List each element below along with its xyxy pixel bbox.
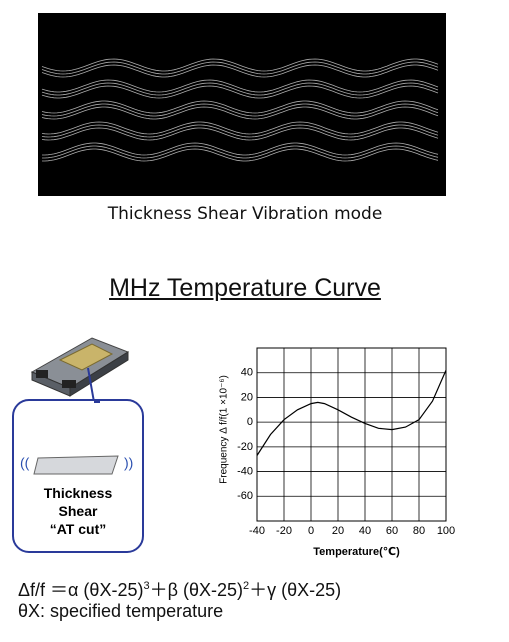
wave-strand [41, 79, 439, 93]
x-tick-label: 40 [359, 525, 371, 537]
cut-line: “AT cut” [49, 521, 107, 537]
wave-strand [41, 100, 439, 114]
cut-line: Thickness [43, 485, 113, 501]
y-tick-label: -40 [237, 465, 253, 477]
wave-strand [42, 142, 439, 156]
data-line [256, 369, 447, 456]
wave-strand [41, 82, 439, 96]
x-tick-label: -20 [276, 525, 292, 537]
vibration-image [38, 13, 446, 196]
note: θX: specified temperature [18, 601, 224, 621]
y-axis-label: Frequency Δ f/f(1 ×10⁻⁶) [219, 375, 230, 484]
wave-strand [41, 103, 439, 117]
formula-part: ＋γ (θX-25) [249, 580, 342, 600]
x-tick-label: 0 [308, 525, 314, 537]
x-tick-label: 60 [386, 525, 398, 537]
y-tick-label: -20 [237, 441, 253, 453]
formula: Δf/f ＝α (θX-25)3＋β (θX-25)2＋γ (θX-25) [18, 576, 341, 602]
y-tick-label: 20 [241, 391, 253, 403]
caption: Thickness Shear Vibration mode [107, 204, 383, 224]
cut-label: Thickness Shear “AT cut” [13, 484, 143, 538]
x-axis-label: Temperature(℃) [313, 546, 400, 558]
section-title: MHz Temperature Curve [109, 274, 381, 302]
wave-strand [41, 61, 439, 75]
wave-strand [41, 64, 439, 78]
cut-line: Shear [58, 503, 98, 519]
y-tick-label: 0 [247, 416, 253, 428]
wave-strand [41, 106, 439, 120]
wave-strand [41, 127, 439, 141]
formula-part: ＋β (θX-25) [149, 580, 243, 600]
y-tick-label: -60 [237, 490, 253, 502]
wave-strand [42, 145, 439, 159]
exponent: 2 [242, 580, 250, 592]
wave-strand [42, 148, 439, 162]
plot-frame [256, 347, 447, 522]
svg-text:((: (( [20, 455, 30, 471]
x-tick-label: 20 [332, 525, 344, 537]
wave-strand [41, 121, 439, 135]
wave-strand [41, 85, 439, 99]
y-tick-label: 40 [241, 367, 253, 379]
svg-text:)): )) [124, 455, 133, 471]
chart: -60 -40 -20 0 20 40 -40 -20 0 20 40 60 80 100 Temperat… [219, 347, 455, 558]
x-tick-label: -40 [249, 525, 265, 537]
x-tick-label: 100 [437, 525, 455, 537]
formula-part: Δf/f ＝α (θX-25) [18, 580, 144, 600]
wave-strand [41, 124, 439, 138]
exponent: 3 [143, 580, 150, 592]
wave-strand [41, 58, 439, 72]
crystal-illustration: (( )) [12, 337, 144, 553]
x-tick-label: 80 [413, 525, 425, 537]
